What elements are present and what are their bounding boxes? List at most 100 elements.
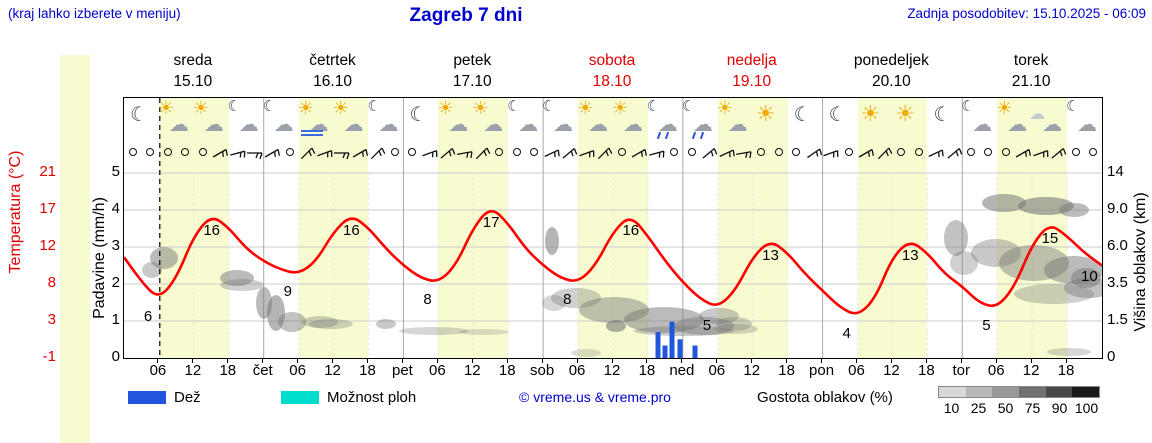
moon-icon: ☾ — [1066, 98, 1080, 115]
x-axis-tick — [646, 358, 648, 363]
x-tick-label: 06 — [708, 362, 726, 379]
cloud-density-scale-segment — [965, 387, 993, 397]
weather-icon-moon: ☾ — [820, 99, 854, 139]
rain-bar — [692, 345, 698, 358]
moon-icon: ☾ — [961, 98, 975, 115]
cloud-cover-blob — [542, 295, 566, 311]
x-axis-tick — [1030, 358, 1032, 363]
x-axis-tick — [262, 358, 264, 363]
x-tick-label: 12 — [463, 362, 481, 379]
cloud-cover-blob — [944, 220, 968, 256]
cloud-cover-blob — [624, 307, 704, 333]
x-tick-label: pon — [809, 362, 835, 379]
cloud-cover-blob — [971, 239, 1021, 267]
x-tick-label: 18 — [638, 362, 656, 379]
cloud-cover-blob — [459, 329, 509, 335]
cloud-icon: ☁ — [727, 114, 748, 136]
x-axis-tick — [995, 358, 997, 363]
x-tick-label: 12 — [743, 362, 761, 379]
last-update-timestamp: Zadnja posodobitev: 15.10.2025 - 06:09 — [907, 6, 1146, 21]
sun-icon: ☀ — [437, 98, 454, 118]
x-tick-label: 12 — [184, 362, 202, 379]
cloud-cover-blob — [399, 327, 469, 335]
copyright-link[interactable]: © vreme.us & vreme.pro — [519, 389, 671, 405]
precip-tick-label: 3 — [111, 237, 120, 254]
sun-icon: ☀ — [297, 98, 314, 118]
temp-value-label: 4 — [842, 324, 851, 342]
cloud-cover-blob — [1014, 284, 1094, 304]
weather-icon-sun: ☀ — [855, 99, 889, 139]
cloud-cover-blob — [302, 316, 338, 328]
wind-calm-icon — [1071, 148, 1080, 156]
wind-calm-icon — [530, 148, 539, 156]
day-date: 16.10 — [313, 73, 352, 90]
cloud-icon: ☁ — [623, 114, 643, 136]
day-name-sobota: sobota — [588, 52, 636, 69]
cloud-cover-blob — [220, 270, 254, 286]
wind-barb-icon — [718, 149, 735, 158]
day-date: 20.10 — [872, 73, 911, 90]
wind-barb-icon — [1051, 148, 1067, 159]
wind-barb-icon — [702, 148, 718, 159]
showers-legend-label: Možnost ploh — [327, 389, 417, 406]
x-axis-tick — [506, 358, 508, 363]
x-axis-tick — [716, 358, 718, 363]
cloud-icon: ☁ — [588, 114, 609, 136]
rain-legend-swatch — [128, 391, 166, 404]
temperature-curve — [124, 210, 1102, 315]
weather-icon-moon: ☾ — [400, 99, 434, 139]
cloud-tick-label: 9.0 — [1107, 200, 1128, 217]
temperature-axis-label: Temperatura (°C) — [7, 150, 24, 274]
x-axis-tick — [925, 358, 927, 363]
moon-icon: ☾ — [262, 98, 277, 115]
cloud-density-scale-label: 50 — [997, 400, 1014, 416]
cloud-cover-blob — [714, 324, 758, 334]
x-axis-tick — [192, 358, 194, 363]
cloud-cover-blob — [1059, 203, 1089, 217]
cloud-icon: ☁ — [518, 114, 539, 136]
cloud-cover-blob — [1071, 268, 1101, 288]
x-tick-label: 06 — [568, 362, 586, 379]
x-tick-label: 18 — [918, 362, 935, 379]
cloud-icon: ☁ — [203, 114, 224, 136]
temp-tick-label: 8 — [47, 274, 56, 291]
weather-icon-moon-cloud: ☾ ☁ — [959, 99, 993, 139]
x-tick-label: tor — [952, 362, 971, 379]
rain-legend-label: Dež — [174, 389, 201, 406]
cloud-icon: ☁ — [483, 114, 504, 136]
temperature-point-labels: 6 16 9 16 8 17 8 16 5 13 4 13 5 15 10 — [124, 98, 1102, 358]
wind-barb-icon — [562, 148, 578, 159]
weather-icon-moon-cloud-rain: ☾ ☁ — [645, 99, 679, 140]
day-date: 15.10 — [173, 73, 213, 90]
wind-barb-icon — [212, 148, 229, 158]
sun-icon: ☀ — [996, 98, 1013, 118]
x-axis-tick — [1065, 358, 1067, 363]
x-tick-label: 06 — [429, 362, 446, 379]
wind-barb-icon — [421, 149, 438, 158]
x-axis-tick — [436, 358, 438, 363]
weather-icon-clouds: ☁ ☁ — [1029, 99, 1063, 139]
wind-calm-icon — [495, 148, 504, 156]
temp-value-label: 13 — [901, 247, 919, 265]
weather-icon-moon: ☾ — [124, 99, 155, 139]
cloud-tick-label: 14 — [1107, 163, 1124, 180]
weather-icon-moon-cloud: ☾ ☁ — [1064, 99, 1098, 139]
x-tick-label: 12 — [603, 362, 621, 379]
cloud-density-scale-segment — [939, 387, 966, 397]
cloud-density-scale-label: 90 — [1051, 400, 1068, 416]
wind-calm-icon — [512, 148, 521, 156]
x-tick-label: 12 — [324, 362, 341, 379]
wind-calm-icon — [670, 148, 679, 156]
weather-icons-row: ☾ ☀ ☁ ☀ ☁ ☾ ☁ ☾ ☁ ☀ ☁ ☀ ☁ ☾ ☁ ☾ ☀ ☁ ☀ ☁ ☾ ☁ ☾ ☁ ☀ ☁ ☀ ☁ ☾ ☁ ☾ ☁ ☀ ☁ ☀ ☾ ☾ ☀ ☀ ☾… — [124, 98, 1102, 142]
cloud-density-scale-bar — [938, 386, 1100, 398]
wind-calm-icon — [198, 148, 207, 156]
sun-icon: ☀ — [755, 101, 776, 126]
x-axis-tick — [611, 358, 613, 363]
cloud-icon: ☁ — [657, 114, 678, 136]
wind-barb-icon — [579, 149, 595, 158]
temp-value-label: 16 — [203, 222, 220, 240]
wind-barb-icon — [598, 147, 613, 160]
x-axis-tick — [821, 358, 823, 363]
x-tick-label: 06 — [848, 362, 865, 379]
